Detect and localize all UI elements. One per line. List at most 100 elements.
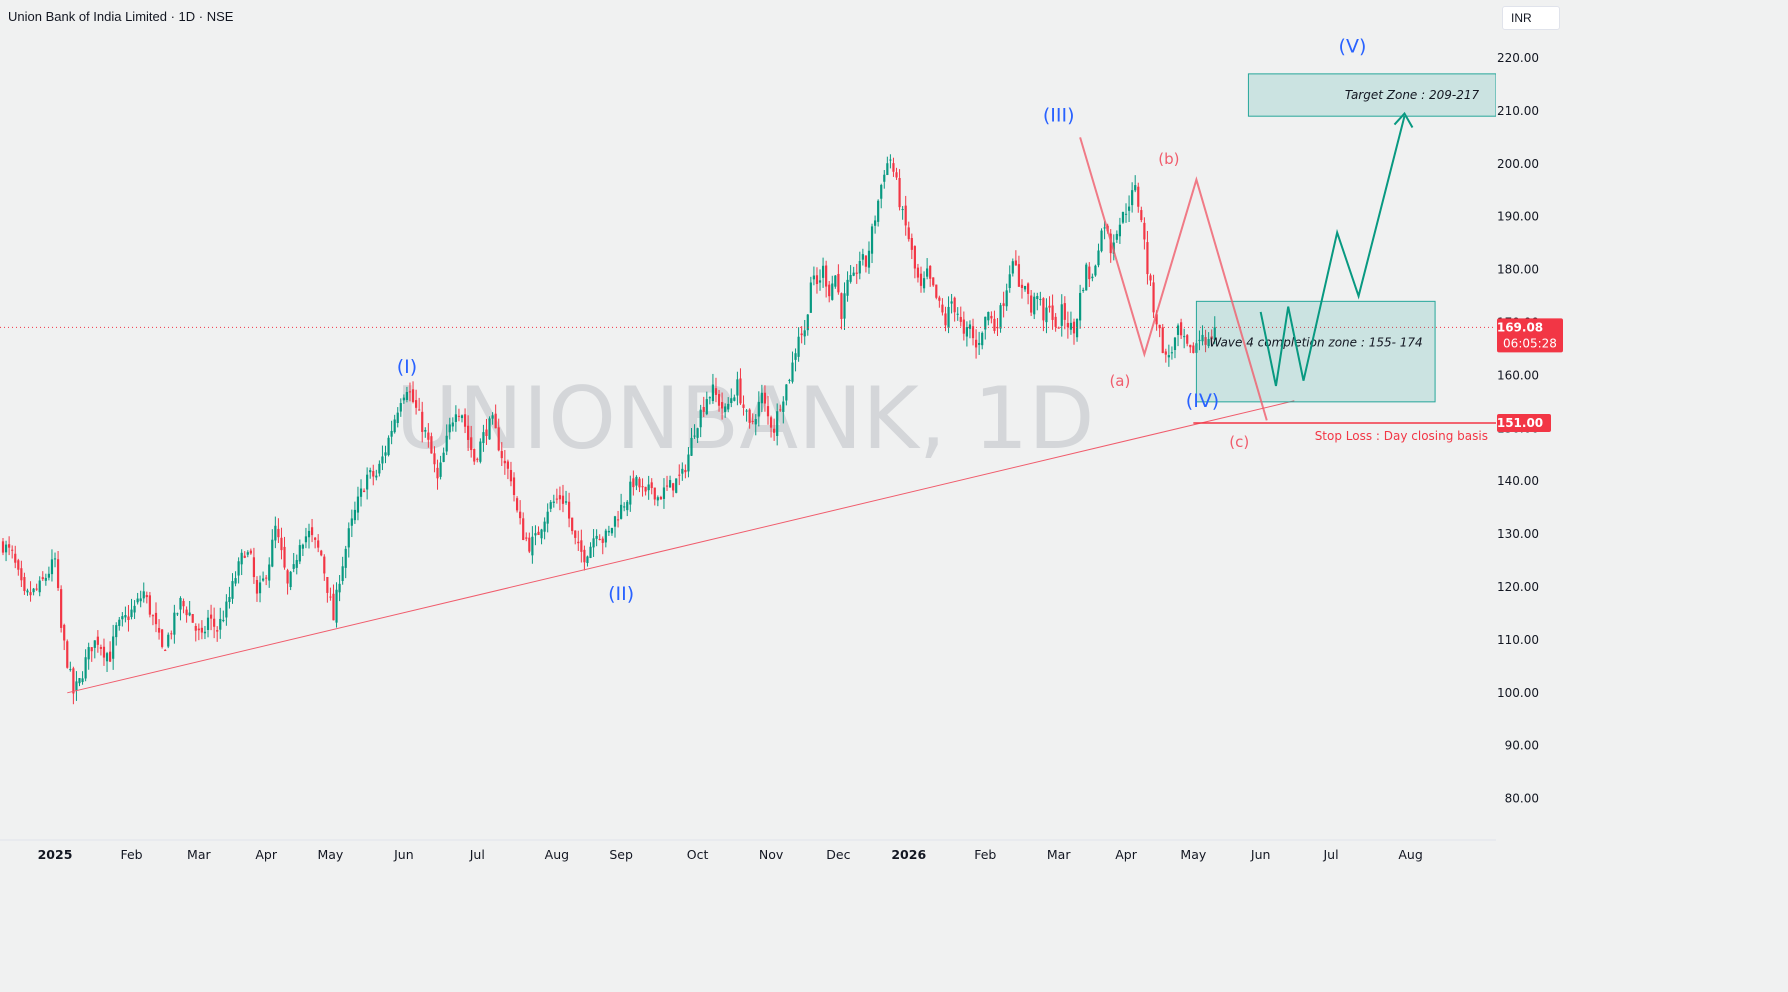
candle-body xyxy=(1180,322,1183,336)
candle-body xyxy=(350,518,353,526)
target-zone-label: Target Zone : 209-217 xyxy=(1345,88,1480,102)
candle-body xyxy=(310,527,314,536)
candle-body xyxy=(17,560,20,570)
y-tick-label: 200.00 xyxy=(1497,157,1539,171)
candles-layer xyxy=(1,154,1216,705)
candle-body xyxy=(1054,316,1057,327)
candle-body xyxy=(121,616,124,620)
candle-body xyxy=(717,394,721,406)
candle-body xyxy=(745,410,748,412)
candle-body xyxy=(843,293,846,319)
candle-body xyxy=(1213,327,1216,340)
candle-body xyxy=(127,616,130,620)
currency-button[interactable]: INR xyxy=(1502,6,1560,30)
candle-body xyxy=(971,326,975,339)
x-tick-label: Feb xyxy=(974,847,996,862)
candle-body xyxy=(1134,185,1137,191)
candle-body xyxy=(549,502,552,509)
candle-body xyxy=(170,633,173,635)
candle-body xyxy=(993,318,996,331)
candle-body xyxy=(430,436,433,454)
candle-body xyxy=(546,511,549,524)
candle-body xyxy=(990,315,993,319)
candle-body xyxy=(460,415,464,419)
candle-body xyxy=(1079,292,1082,321)
candle-body xyxy=(543,521,546,532)
candle-body xyxy=(479,441,482,462)
candle-body xyxy=(304,536,308,543)
x-tick-label: Aug xyxy=(1398,847,1422,862)
candle-body xyxy=(1158,324,1161,329)
candle-body xyxy=(620,504,623,519)
candle-body xyxy=(522,518,525,540)
candle-body xyxy=(246,552,249,555)
candle-body xyxy=(696,428,699,438)
candle-body xyxy=(757,401,760,417)
candle-body xyxy=(491,415,494,419)
wave-label: (II) xyxy=(608,583,634,605)
y-tick-label: 130.00 xyxy=(1497,527,1539,541)
candle-body xyxy=(922,278,926,289)
x-tick-label: Apr xyxy=(1115,847,1137,862)
last-price-value: 169.08 xyxy=(1497,320,1543,334)
candle-body xyxy=(806,314,809,331)
candle-body xyxy=(831,283,834,300)
candle-body xyxy=(1027,283,1030,294)
candle-body xyxy=(574,530,577,538)
candle-body xyxy=(292,564,295,569)
candle-body xyxy=(326,576,329,593)
candle-body xyxy=(846,279,849,296)
candle-body xyxy=(482,432,485,444)
candle-body xyxy=(956,313,959,315)
candle-body xyxy=(375,475,378,478)
candle-body xyxy=(852,272,855,276)
candle-body xyxy=(173,612,176,635)
candle-body xyxy=(825,265,828,287)
candle-body xyxy=(231,581,234,599)
candle-body xyxy=(408,391,412,393)
candle-body xyxy=(883,174,886,182)
candle-body xyxy=(176,613,179,615)
candle-body xyxy=(947,306,950,328)
candle-body xyxy=(870,226,874,254)
candle-body xyxy=(112,636,115,659)
candle-body xyxy=(635,476,638,486)
x-tick-label: Jun xyxy=(1250,847,1271,862)
wave-label: (I) xyxy=(397,356,417,378)
candle-body xyxy=(1094,265,1097,276)
wave4-zone-box xyxy=(1195,300,1436,403)
candle-body xyxy=(286,570,289,584)
candle-body xyxy=(950,301,953,304)
candle-body xyxy=(69,669,72,671)
candle-body xyxy=(708,397,711,399)
candle-body xyxy=(200,627,203,633)
candle-body xyxy=(935,284,938,298)
candle-body xyxy=(641,486,644,488)
candle-body xyxy=(240,552,243,565)
candle-body xyxy=(638,478,641,488)
x-tick-label: Feb xyxy=(120,847,142,862)
candle-body xyxy=(320,550,323,556)
candle-body xyxy=(332,593,335,621)
candle-body xyxy=(568,501,571,519)
candle-body xyxy=(63,624,66,641)
candle-body xyxy=(803,330,806,337)
candle-body xyxy=(157,627,161,633)
y-tick-label: 90.00 xyxy=(1505,739,1539,753)
x-tick-label: Jul xyxy=(1322,847,1338,862)
candle-body xyxy=(448,424,451,433)
candle-body xyxy=(32,588,35,593)
stop-price-value: 151.00 xyxy=(1497,416,1543,430)
candle-body xyxy=(564,501,568,503)
candle-body xyxy=(4,544,8,553)
candle-body xyxy=(314,537,317,540)
candle-body xyxy=(164,650,167,652)
candle-body xyxy=(1082,289,1085,291)
y-tick-label: 220.00 xyxy=(1497,51,1539,65)
wave-label: (V) xyxy=(1339,36,1367,58)
chart-svg: UNIONBANK, 1D Wave 4 completion zone : 1… xyxy=(0,35,1563,862)
x-tick-label: Dec xyxy=(826,847,850,862)
candle-body xyxy=(29,592,32,596)
candle-body xyxy=(142,591,145,599)
candle-body xyxy=(773,428,776,433)
